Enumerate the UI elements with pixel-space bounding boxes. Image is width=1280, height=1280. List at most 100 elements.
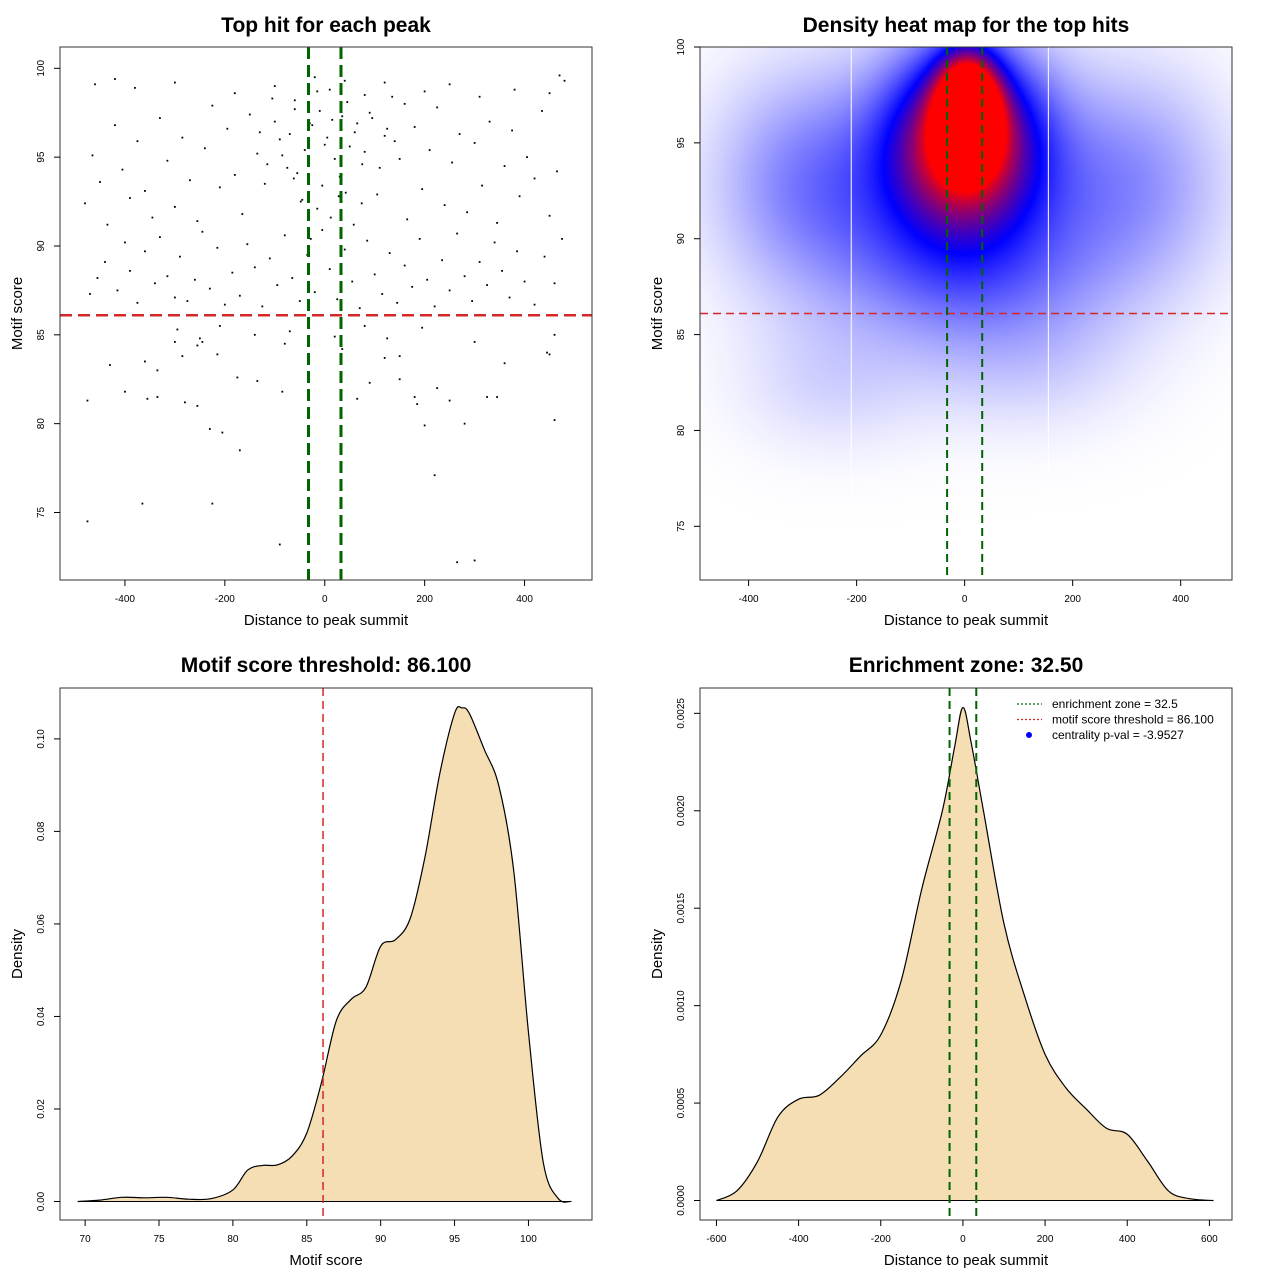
scatter-point xyxy=(301,198,304,201)
chart-title: Motif score threshold: 86.100 xyxy=(181,654,472,677)
scatter-point xyxy=(433,474,436,477)
scatter-point xyxy=(253,266,256,269)
scatter-point xyxy=(448,83,451,86)
scatter-point xyxy=(426,278,429,281)
scatter-point xyxy=(398,378,401,381)
scatter-point xyxy=(91,154,94,157)
y-tick-label: 0.10 xyxy=(36,729,47,749)
scatter-point xyxy=(336,298,339,301)
scatter-point xyxy=(493,241,496,244)
scatter-point xyxy=(383,134,386,137)
chart-title: Enrichment zone: 32.50 xyxy=(849,654,1084,677)
scatter-point xyxy=(288,133,291,135)
scatter-point xyxy=(481,184,484,187)
scatter-point xyxy=(311,124,314,127)
scatter-point xyxy=(416,403,419,406)
scatter-point xyxy=(348,145,351,148)
scatter-point xyxy=(433,305,436,308)
scatter-point xyxy=(398,355,401,358)
scatter-point xyxy=(381,293,384,295)
scatter-point xyxy=(403,102,406,105)
x-tick-label: 400 xyxy=(516,594,533,605)
scatter-point xyxy=(413,396,416,398)
legend: enrichment zone = 32.5 motif score thresh… xyxy=(1017,697,1214,742)
scatter-point xyxy=(558,74,561,77)
scatter-point xyxy=(154,282,156,285)
scatter-point xyxy=(196,220,199,223)
scatter-point xyxy=(159,117,161,119)
scatter-point xyxy=(283,342,286,345)
scatter-point xyxy=(456,232,459,235)
scatter-point xyxy=(411,285,414,288)
scatter-point xyxy=(129,197,131,199)
scatter-point xyxy=(371,117,374,119)
scatter-point xyxy=(553,282,556,285)
scatter-point xyxy=(114,78,116,80)
scatter-point xyxy=(208,287,211,290)
scatter-point xyxy=(548,92,551,95)
x-tick-label: -600 xyxy=(706,1234,726,1245)
scatter-point xyxy=(181,136,184,139)
scatter-point xyxy=(178,255,181,258)
scatter-point xyxy=(341,115,344,118)
scatter-point xyxy=(216,246,219,249)
scatter-point xyxy=(241,213,244,215)
scatter-point xyxy=(291,277,294,279)
x-tick-label: 0 xyxy=(322,594,328,605)
scatter-point xyxy=(396,301,399,304)
scatter-point xyxy=(356,122,359,125)
x-tick-label: 400 xyxy=(1119,1234,1136,1245)
scatter-point xyxy=(278,543,281,546)
scatter-point xyxy=(378,166,381,169)
y-axis-label: Density xyxy=(9,928,26,979)
scatter-point xyxy=(318,110,321,112)
scatter-point xyxy=(316,90,319,93)
scatter-point xyxy=(466,211,469,214)
x-tick-label: 600 xyxy=(1201,1234,1218,1245)
scatter-point xyxy=(328,268,331,270)
scatter-point xyxy=(421,188,424,191)
scatter-point xyxy=(448,399,451,402)
y-tick-label: 80 xyxy=(676,424,687,436)
scatter-point xyxy=(553,419,556,421)
scatter-point xyxy=(496,221,498,224)
x-tick-label: 80 xyxy=(227,1234,239,1245)
y-tick-label: 90 xyxy=(676,233,687,245)
chart-title: Density heat map for the top hits xyxy=(803,14,1130,37)
scatter-point xyxy=(266,163,269,166)
scatter-point xyxy=(201,341,204,343)
x-tick-label: -400 xyxy=(789,1234,809,1245)
scatter-point xyxy=(268,257,271,260)
scatter-point xyxy=(263,182,266,185)
x-tick-label: -200 xyxy=(871,1234,891,1245)
scatter-point xyxy=(436,387,439,390)
scatter-point xyxy=(518,195,521,198)
scatter-point xyxy=(513,88,516,91)
scatter-point xyxy=(443,204,446,207)
scatter-point xyxy=(186,300,189,302)
scatter-point xyxy=(309,237,312,240)
scatter-point xyxy=(546,351,548,354)
legend-entry: centrality p-val = -3.9527 xyxy=(1052,728,1184,742)
scatter-point xyxy=(293,108,296,111)
scatter-point xyxy=(363,94,366,96)
scatter-point xyxy=(278,138,281,141)
scatter-point xyxy=(104,261,106,263)
x-tick-label: -200 xyxy=(847,594,867,605)
scatter-point xyxy=(486,396,488,398)
scatter-point xyxy=(261,305,264,308)
scatter-point xyxy=(363,325,366,327)
scatter-point xyxy=(84,202,86,205)
scatter-point xyxy=(448,289,451,292)
scatter-point xyxy=(276,284,279,286)
scatter-point xyxy=(211,502,214,505)
scatter-point xyxy=(329,216,332,219)
scatter-point xyxy=(376,193,379,196)
scatter-point xyxy=(473,341,476,343)
scatter-point xyxy=(388,252,391,254)
scatter-point xyxy=(106,223,109,226)
scatter-point xyxy=(86,520,89,523)
x-tick-label: 0 xyxy=(962,594,968,605)
plot-frame xyxy=(699,46,1233,581)
